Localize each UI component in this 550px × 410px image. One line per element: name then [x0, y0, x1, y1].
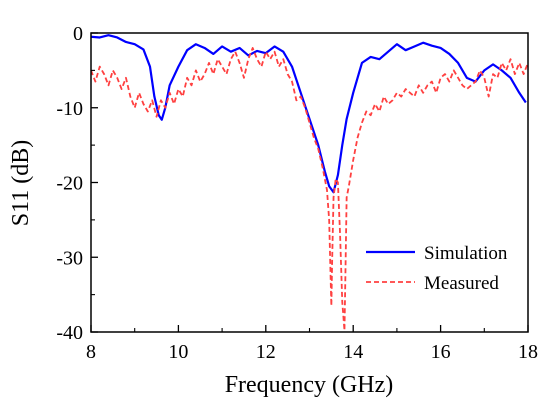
y-tick-label-0: 0 — [73, 23, 83, 45]
x-tick-label-8: 8 — [86, 341, 96, 363]
series-layer — [91, 34, 528, 332]
x-tick-label-12: 12 — [256, 341, 276, 363]
y-tick-label--20: -20 — [56, 173, 83, 195]
x-axis-title: Frequency (GHz) — [225, 372, 394, 398]
y-tick-label--30: -30 — [56, 247, 83, 269]
x-tick-label-18: 18 — [518, 341, 538, 363]
axes-layer: 8 10 12 14 16 18 -40 -30 -20 -10 0 — [56, 23, 538, 363]
x-tick-label-10: 10 — [168, 341, 188, 363]
legend-label-simulation: Simulation — [424, 243, 508, 264]
y-tick-label--40: -40 — [56, 322, 83, 344]
legend-label-measured: Measured — [424, 273, 499, 294]
legend: Simulation Measured — [366, 243, 508, 294]
x-tick-label-14: 14 — [343, 341, 363, 363]
y-axis-title: S11 (dB) — [8, 140, 34, 226]
y-tick-label--10: -10 — [56, 98, 83, 120]
series-line-simulation — [91, 34, 527, 194]
x-tick-label-16: 16 — [431, 341, 451, 363]
